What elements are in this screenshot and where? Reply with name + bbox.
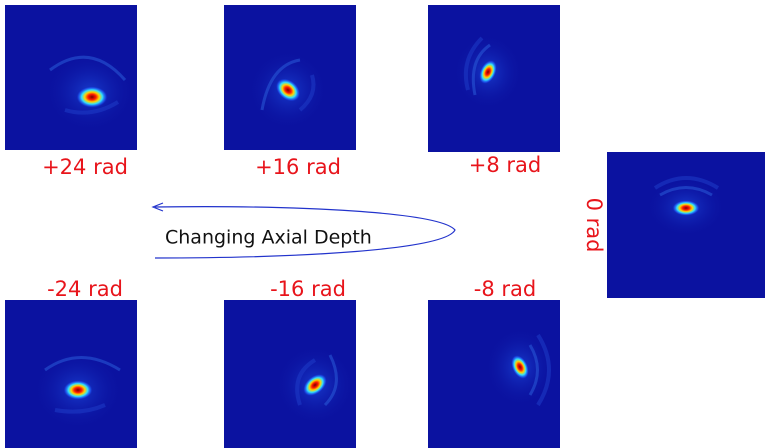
panel-label: +24 rad [42, 155, 128, 179]
panel-label: -16 rad [270, 277, 346, 301]
psf-panel [5, 300, 137, 448]
psf-panel [224, 5, 356, 150]
arrow-label: Changing Axial Depth [165, 227, 372, 249]
psf-panel [428, 5, 560, 152]
panel-label: -8 rad [474, 277, 536, 301]
panel-label: +8 rad [469, 153, 541, 177]
psf-panel [224, 300, 356, 448]
panel-label: +16 rad [255, 155, 341, 179]
panel-label: -24 rad [47, 277, 123, 301]
psf-panel [428, 300, 560, 448]
panel-label: 0 rad [582, 198, 606, 253]
psf-panel [5, 5, 137, 150]
depth-arrow [151, 202, 456, 259]
psf-panel [607, 152, 765, 298]
